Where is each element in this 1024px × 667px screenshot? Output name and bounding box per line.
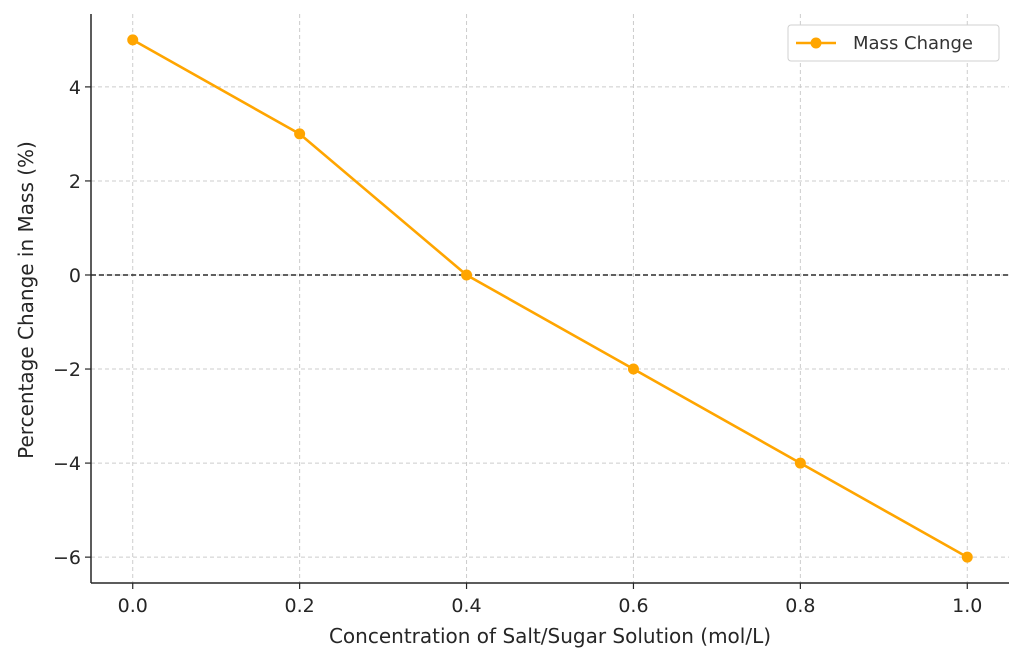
x-tick-label: 0.6 [618,595,648,617]
x-tick-label: 1.0 [952,595,982,617]
y-axis-title: Percentage Change in Mass (%) [14,141,38,459]
y-tick-label: −2 [53,359,81,381]
legend: Mass Change [787,24,1000,62]
y-tick-label: 4 [69,77,81,99]
legend-label-mass-change: Mass Change [853,33,973,54]
y-tick-label: −6 [53,547,81,569]
ticks: 0.0 0.2 0.4 0.6 0.8 1.0 −6 −4 −2 0 2 4 [53,77,982,617]
y-tick-label: 2 [69,171,81,193]
data-point [627,363,639,375]
y-tick-label: −4 [53,453,81,475]
axes [90,14,1009,584]
x-tick-label: 0.8 [785,595,815,617]
x-tick-label: 0.2 [285,595,315,617]
x-tick-label: 0.4 [451,595,481,617]
y-tick-label: 0 [69,265,81,287]
series-line-mass-change [132,38,968,559]
data-point [961,551,973,563]
x-axis-title: Concentration of Salt/Sugar Solution (mo… [329,624,771,648]
legend-box [787,24,1000,62]
legend-marker [810,37,822,49]
data-point [294,128,306,140]
grid [91,14,1009,583]
x-tick-label: 0.0 [118,595,148,617]
data-point [794,457,806,469]
series-group [127,34,973,563]
data-point [461,269,473,281]
data-point [127,34,139,46]
